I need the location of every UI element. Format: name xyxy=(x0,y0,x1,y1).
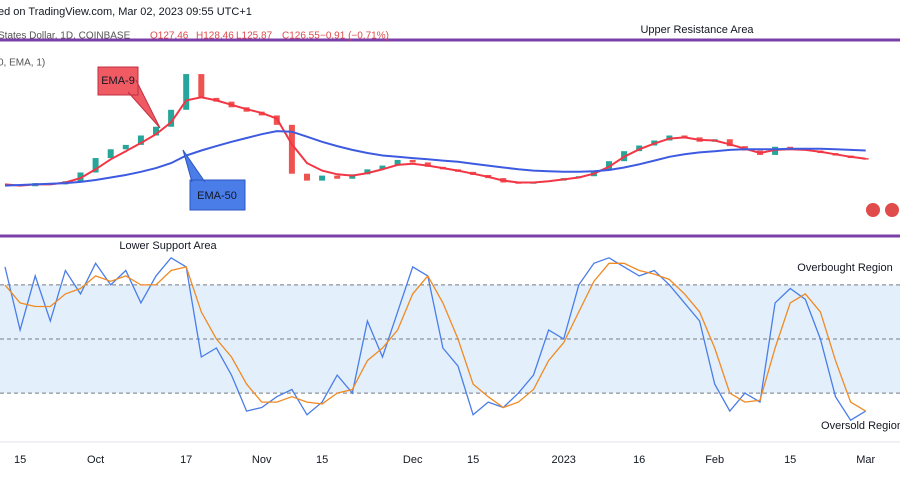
candle xyxy=(726,139,733,147)
candle xyxy=(394,159,401,166)
indicator: 0, EMA, 1) xyxy=(0,58,45,69)
callout-label: EMA-9 xyxy=(101,75,135,87)
x-tick-label: 15 xyxy=(784,454,796,466)
candle xyxy=(168,109,175,127)
candle xyxy=(304,173,310,181)
attribution: ed on TradingView.com, Mar 02, 2023 09:5… xyxy=(0,6,252,18)
annotation: Upper Resistance Area xyxy=(640,24,754,36)
x-tick-label: Dec xyxy=(403,454,423,466)
candle xyxy=(122,144,129,150)
ohlc-value: H128.46 xyxy=(196,31,234,42)
x-tick-label: 17 xyxy=(180,454,192,466)
candle xyxy=(319,175,326,181)
annotation: Oversold Region xyxy=(821,420,900,432)
candle xyxy=(198,74,205,98)
candle xyxy=(107,149,114,159)
x-tick-label: 2023 xyxy=(551,454,575,466)
candle xyxy=(334,175,341,179)
oscillator-line xyxy=(4,262,867,412)
candle xyxy=(137,135,144,145)
candle xyxy=(153,126,159,136)
x-tick-label: Nov xyxy=(252,454,272,466)
callout-label: EMA-50 xyxy=(197,190,237,202)
x-tick-label: Feb xyxy=(705,454,724,466)
candle xyxy=(183,74,190,110)
candle xyxy=(862,158,869,160)
x-tick-label: 15 xyxy=(316,454,328,466)
candle xyxy=(379,165,386,170)
annotation: Lower Support Area xyxy=(119,240,217,252)
oscillator-line xyxy=(4,256,867,422)
ema-line xyxy=(4,130,866,187)
x-tick-label: Mar xyxy=(856,454,875,466)
flag-icon xyxy=(864,201,882,219)
candle xyxy=(92,158,99,173)
x-tick-label: Oct xyxy=(87,454,104,466)
candle xyxy=(409,159,416,163)
ohlc-value: C126.55 xyxy=(282,31,320,42)
ohlc-value: −0.91 (−0.71%) xyxy=(320,31,389,42)
x-tick-label: 15 xyxy=(14,454,26,466)
flag-icon xyxy=(883,201,900,219)
x-tick-label: 16 xyxy=(633,454,645,466)
x-tick-label: 15 xyxy=(467,454,479,466)
ohlc-value: L125.87 xyxy=(236,31,273,42)
symbol: States Dollar, 1D, COINBASE xyxy=(0,31,131,42)
candle xyxy=(288,124,295,174)
callout-box xyxy=(97,66,161,129)
ema-line xyxy=(4,96,866,187)
callout-box xyxy=(182,149,246,211)
candle xyxy=(77,172,84,182)
ohlc-value: O127.46 xyxy=(150,31,189,42)
candle xyxy=(364,169,371,175)
annotation: Overbought Region xyxy=(797,262,892,274)
